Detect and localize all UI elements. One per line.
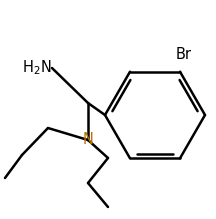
Text: Br: Br [176,47,192,62]
Text: N: N [83,132,94,148]
Text: H$_2$N: H$_2$N [22,59,51,77]
